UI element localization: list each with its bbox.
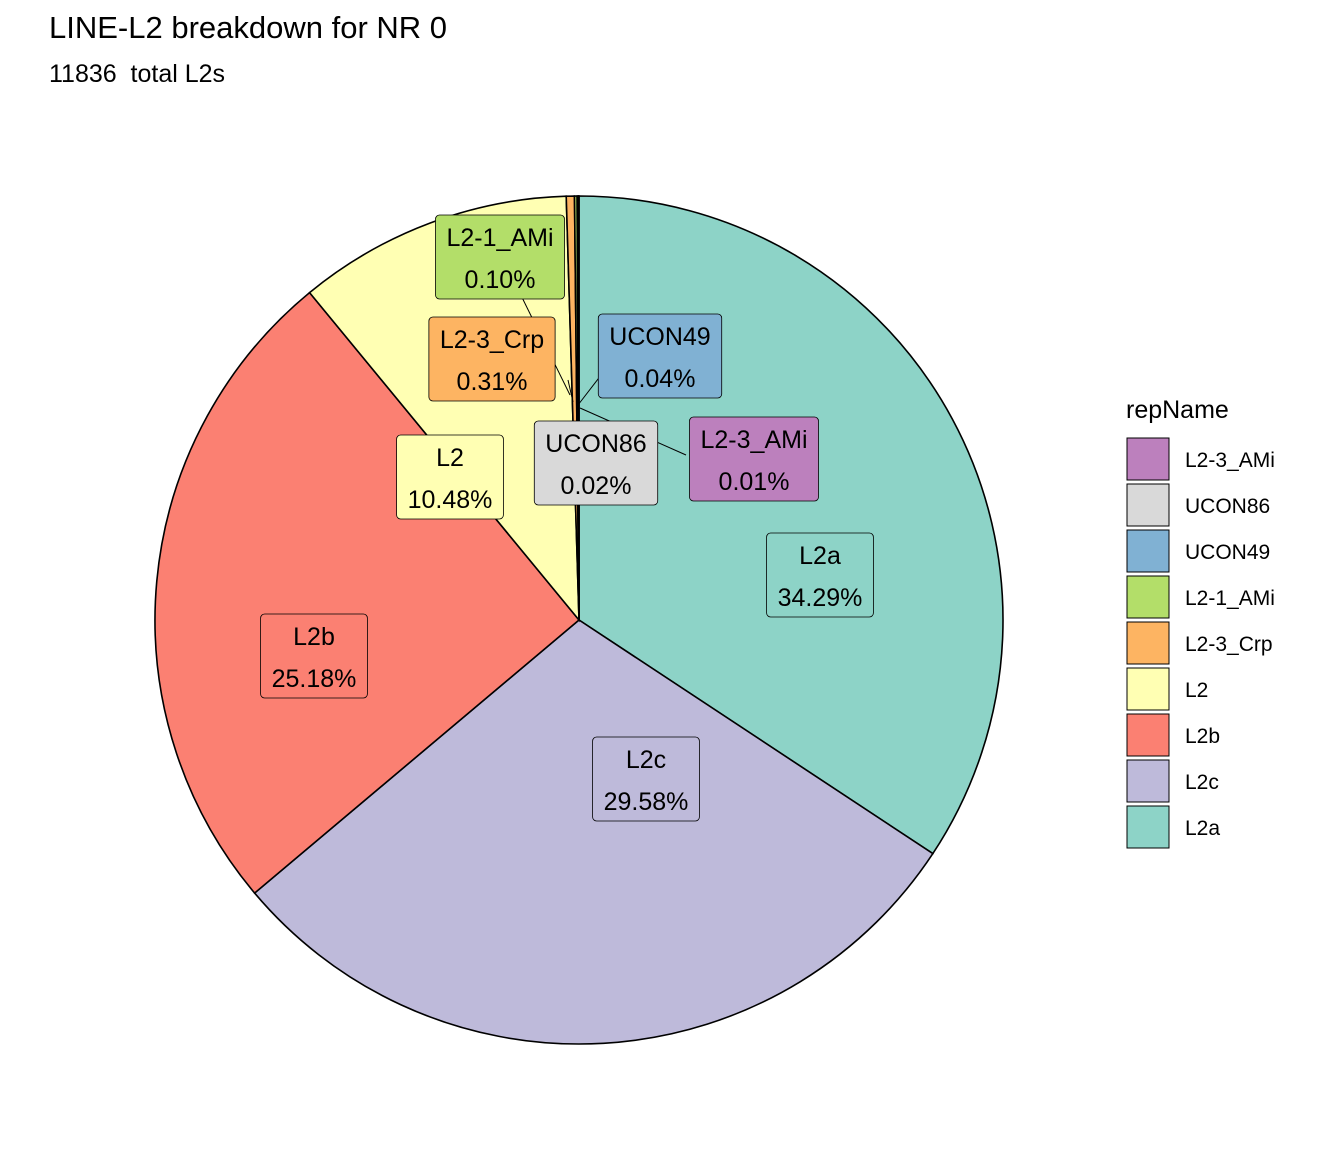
slice-label-box [592,736,700,822]
slice-label-l2c: L2c 29.58% [592,736,700,822]
slice-label-name: L2-3_Crp [440,326,544,354]
legend-label-l2a: L2a [1185,817,1220,840]
slice-label-l2: L2 10.48% [396,434,504,520]
legend-key-l2-1-ami [1126,575,1170,619]
legend-label-ucon49: UCON49 [1185,541,1270,564]
slice-labels-layer: L2a 34.29% L2c 29.58% L2b 25.18% L2 10.48% L2-3_… [260,214,874,822]
slice-label-box [435,214,565,300]
slice-label-name: L2b [293,623,335,651]
slice-label-box [260,613,368,699]
slice-label-percent: 10.48% [408,486,493,514]
slice-label-ucon49: UCON49 0.04% [597,313,723,399]
legend-title: repName [1126,396,1229,424]
slice-label-percent: 0.04% [625,365,696,393]
slice-label-box [689,416,819,502]
legend-key-l2a [1126,805,1170,849]
legend-key-l2-3-ami [1126,437,1170,481]
slice-label-name: L2-1_AMi [447,224,554,252]
slice-label-ucon86: UCON86 0.02% [533,420,659,506]
slice-label-box [766,532,874,618]
chart-subtitle: 11836 total L2s [49,60,226,88]
slice-label-name: UCON49 [609,323,710,351]
slice-label-l2-3-crp: L2-3_Crp 0.31% [428,316,556,402]
slice-label-box [428,316,556,402]
legend-label-l2-1-ami: L2-1_AMi [1185,587,1275,610]
legend-key-l2-3-crp [1126,621,1170,665]
slice-label-box [533,420,659,506]
slice-label-percent: 0.02% [561,472,632,500]
leader-line-l2-3-crp [567,379,574,403]
slice-label-percent: 0.31% [457,368,528,396]
legend-key-l2 [1126,667,1170,711]
legend-label-l2: L2 [1185,679,1208,702]
slice-label-percent: 0.01% [719,468,790,496]
legend-label-l2-3-ami: L2-3_AMi [1185,449,1275,472]
slice-label-percent: 25.18% [272,665,357,693]
slice-label-box [396,434,504,520]
legend-label-l2c: L2c [1185,771,1219,794]
slice-label-name: L2a [799,542,841,570]
slice-label-l2a: L2a 34.29% [766,532,874,618]
chart-title: LINE-L2 breakdown for NR 0 [49,10,448,45]
slice-label-percent: 29.58% [604,788,689,816]
legend-label-l2-3-crp: L2-3_Crp [1185,633,1273,656]
pie-slice-l2 [308,195,580,623]
legend-key-l2b [1126,713,1170,757]
legend-label-ucon86: UCON86 [1185,495,1270,518]
legend-label-l2b: L2b [1185,725,1220,748]
slice-label-l2-1-ami: L2-1_AMi 0.10% [435,214,565,300]
slice-label-percent: 34.29% [778,584,863,612]
slice-label-l2b: L2b 25.18% [260,613,368,699]
pie-slice-l2c [253,619,934,1045]
slice-label-name: L2-3_AMi [701,426,808,454]
pie-slice-l2b [154,291,581,895]
legend-key-ucon49 [1126,529,1170,573]
legend: repName L2-3_AMi UCON86 UCON49 L2-1_AMi L2-3… [1126,396,1275,849]
slice-label-l2-3-ami: L2-3_AMi 0.01% [689,416,819,502]
slice-label-name: L2 [436,444,464,472]
slice-label-name: L2c [626,746,666,774]
slice-label-box [597,313,723,399]
slice-label-percent: 0.10% [465,266,536,294]
legend-key-l2c [1126,759,1170,803]
slice-label-name: UCON86 [545,430,646,458]
legend-key-ucon86 [1126,483,1170,527]
